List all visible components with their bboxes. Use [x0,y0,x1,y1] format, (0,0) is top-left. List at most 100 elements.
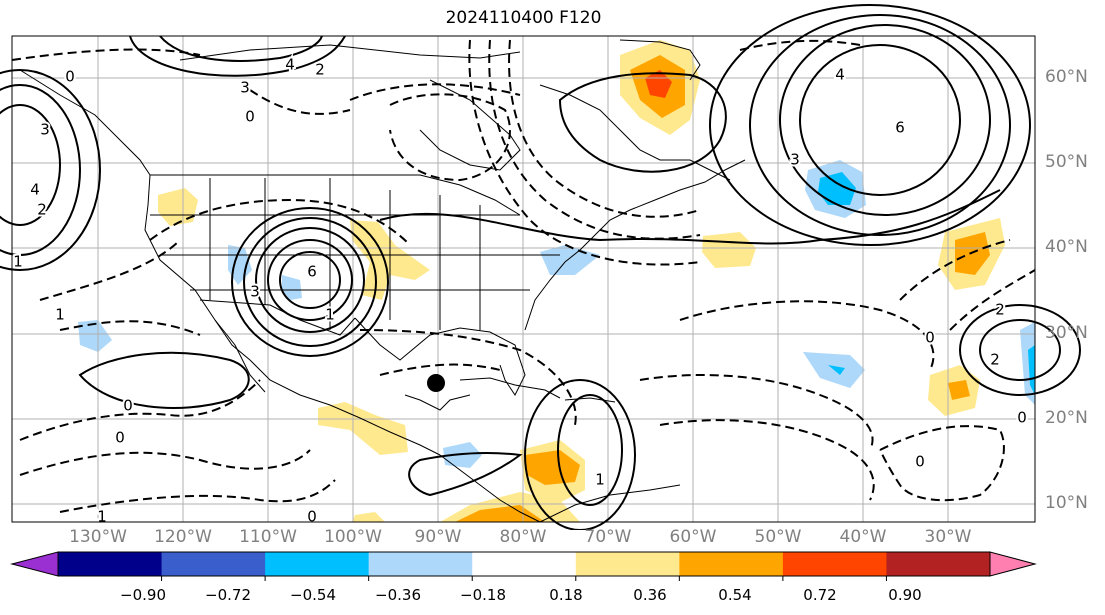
lon-label-50w: 50°W [754,527,802,547]
colorbar-extend-left [10,551,59,577]
lon-label-100w: 100°W [324,527,382,547]
dashed-4 [19,379,261,441]
contour-atl-2 [779,24,991,216]
contour-label: 6 [307,263,317,281]
dashed-13 [379,363,501,376]
coastlines [19,39,746,523]
contour-greenland-trough [558,72,727,173]
positive-anomaly-fills [158,40,1005,522]
map-panel: 0 3 4 2 0 3 4 2 1 1 6 3 1 0 0 1 0 1 4 6 … [0,4,1081,530]
fill-pacific-small [352,512,385,522]
fill-subtrop-atlantic-core [948,380,970,400]
dashed-contours [11,39,1036,513]
dashed-20 [739,39,861,51]
dashed-14 [679,300,935,371]
lat-label-40n: 40°N [1045,237,1088,257]
lon-label-110w: 110°W [239,527,297,547]
dashed-5 [19,449,311,476]
colorbar-outline [57,551,991,577]
dashed-22 [149,198,411,246]
dashed-12 [359,329,577,426]
contour-north-high [129,35,346,77]
colorbar-swatch [679,552,784,576]
lon-label-120w: 120°W [154,527,212,547]
contour-label-group: 0 3 4 2 0 3 4 2 1 1 6 3 1 0 0 1 0 1 4 6 … [11,54,1029,528]
coast-baja [214,319,266,393]
colorbar-swatch [58,552,163,576]
lon-label-30w: 30°W [924,527,972,547]
colorbar-swatch [161,552,266,576]
lon-label-60w: 60°W [669,527,717,547]
contour-label: 1 [13,253,23,271]
contour-carib-2 [524,379,636,530]
contour-label: 0 [115,429,125,447]
lon-label-70w: 70°W [584,527,632,547]
contour-label: 0 [915,453,925,471]
contour-label: 2 [37,201,47,219]
contour-low-3 [255,227,365,333]
dashed-18 [949,269,1036,331]
contour-label: 4 [30,181,40,199]
dashed-6 [59,479,336,513]
contour-label: 2 [990,351,1000,369]
colorbar-tick-label: −0.36 [375,586,421,604]
lon-label-130w: 130°W [69,527,127,547]
colorbar-tick-label: −0.54 [290,586,336,604]
lat-label-50n: 50°N [1045,152,1088,172]
dashed-21 [249,89,351,115]
contour-label: 3 [790,151,800,169]
contour-carib-1 [557,394,623,506]
colorbar [10,551,1037,581]
contour-pacific-zero [78,351,250,409]
fill-labrador-peak [645,70,672,98]
lon-label-40w: 40°W [839,527,887,547]
dashed-11 [468,39,701,266]
storm-center-marker [427,374,445,392]
contour-atl-4 [709,4,1031,246]
coast-yucatan [404,394,471,411]
solid-contours [0,4,1081,530]
contour-north-high-2 [159,35,323,62]
colorbar-tick-label: −0.18 [460,586,506,604]
dashed-9 [508,39,701,218]
gridlines [12,36,1035,522]
contour-label: 3 [40,121,50,139]
fill-southwest [282,275,302,300]
coast-pacific-nw [19,69,441,456]
lon-label-80w: 80°W [499,527,547,547]
contour-label: 0 [307,508,317,526]
contour-east-2 [959,304,1081,396]
dashed-10 [488,39,701,240]
contour-label: 4 [835,66,845,84]
contour-label: 0 [123,397,133,415]
coast-central-america [439,454,541,523]
fill-honduras [443,442,482,468]
fill-caribbean-core [525,450,580,485]
contour-zero-long [379,189,1001,245]
map-frame [11,35,1036,523]
contour-west-2 [0,84,81,256]
lat-label-20n: 20°N [1045,408,1088,428]
lon-label-90w: 90°W [414,527,462,547]
fill-central-atlantic-core [828,365,845,375]
dashed-1 [11,48,201,61]
lat-label-60n: 60°N [1045,67,1088,87]
dashed-7 [389,93,511,182]
coast-gulf [354,317,526,396]
contour-label: 6 [895,119,905,137]
contour-low-4 [243,217,377,347]
contour-atl-1 [799,44,961,196]
coast-hispaniola [564,397,616,403]
lat-label-30n: 30°N [1045,323,1088,343]
fill-mexico [318,402,408,455]
contour-label: 3 [240,79,250,97]
dashed-15 [639,374,874,451]
lat-label-10n: 10°N [1045,493,1088,513]
contour-label: 1 [97,508,107,526]
colorbar-extend-right [989,551,1037,577]
colorbar-swatch [886,552,991,576]
coast-hudson [419,79,521,171]
contour-label: 3 [250,283,260,301]
contour-label: 1 [55,306,65,324]
contour-low-2 [267,239,353,321]
